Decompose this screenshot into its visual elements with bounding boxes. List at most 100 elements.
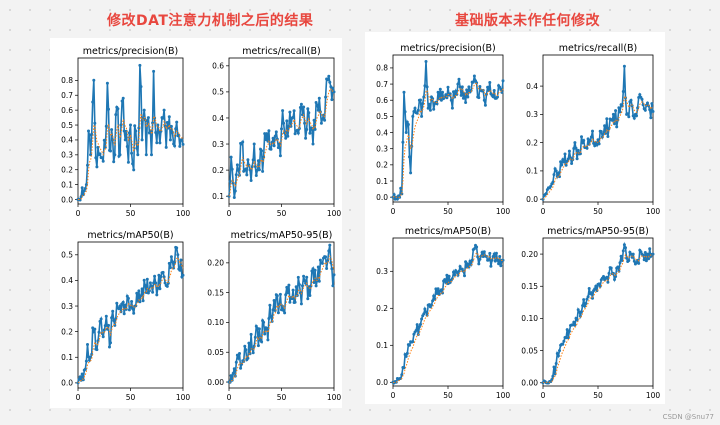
data-point: [544, 192, 548, 195]
data-point: [169, 255, 173, 259]
data-point: [555, 352, 559, 355]
data-point: [648, 247, 652, 251]
data-point: [454, 89, 458, 93]
x-tick-label: 100: [646, 207, 661, 216]
data-point: [482, 98, 486, 102]
data-point: [465, 88, 469, 92]
data-point: [234, 173, 238, 177]
data-point: [92, 78, 96, 82]
data-point: [585, 297, 589, 301]
data-point: [294, 285, 298, 289]
data-point: [315, 103, 319, 107]
data-point: [605, 117, 609, 121]
data-point: [552, 365, 556, 369]
data-point: [574, 146, 578, 150]
data-point: [499, 264, 503, 268]
data-point: [154, 131, 158, 134]
data-point: [316, 108, 320, 112]
data-point: [472, 74, 476, 78]
y-tick-label: 0.3: [212, 140, 224, 149]
data-point: [478, 85, 482, 88]
data-point: [99, 317, 103, 321]
data-point: [632, 116, 636, 120]
data-point: [159, 275, 163, 279]
data-point: [614, 109, 618, 113]
data-point: [648, 108, 652, 112]
data-point: [181, 273, 185, 277]
data-point: [399, 186, 403, 190]
smoothed-line: [392, 82, 504, 199]
data-point: [414, 329, 418, 332]
data-point: [158, 287, 162, 291]
data-point: [556, 171, 560, 175]
y-tick-label: 0.0: [526, 195, 538, 204]
data-point: [123, 138, 127, 142]
x-tick-label: 50: [443, 207, 453, 216]
data-point: [178, 144, 182, 148]
data-point: [94, 156, 98, 160]
data-point: [122, 312, 126, 316]
data-point: [644, 259, 648, 263]
data-point: [619, 254, 623, 258]
data-point: [253, 165, 257, 169]
data-point: [102, 328, 106, 332]
y-tick-label: 0.1: [212, 192, 224, 201]
data-point: [439, 98, 443, 102]
data-point: [302, 105, 306, 109]
data-point: [627, 115, 631, 119]
data-point: [313, 268, 317, 272]
data-point: [316, 265, 320, 269]
data-point: [456, 82, 460, 86]
x-tick-label: 50: [593, 207, 603, 216]
data-point: [597, 282, 601, 286]
data-point: [651, 252, 655, 256]
data-point: [564, 163, 568, 167]
data-point: [299, 102, 303, 106]
data-point: [420, 317, 424, 321]
data-point: [626, 112, 630, 116]
data-point: [411, 340, 415, 344]
data-point: [439, 288, 443, 292]
data-point: [266, 338, 270, 342]
data-point: [565, 159, 569, 163]
data-point: [401, 140, 405, 144]
y-tick-label: 0.1: [61, 353, 73, 362]
y-tick-label: 0.7: [61, 91, 73, 100]
data-point: [236, 356, 240, 360]
data-point: [181, 142, 185, 146]
data-point: [164, 145, 168, 149]
data-point: [562, 339, 566, 343]
data-point: [466, 95, 470, 99]
data-point: [411, 114, 415, 118]
data-point: [286, 291, 290, 295]
data-point: [613, 122, 616, 126]
data-point: [415, 111, 419, 115]
heading-left: 修改DAT注意力机制之后的结果: [107, 13, 314, 29]
data-point: [285, 119, 289, 123]
y-tick-label: 0.00: [207, 378, 224, 387]
data-point: [304, 136, 308, 140]
data-point: [494, 251, 498, 255]
data-point: [303, 121, 307, 125]
data-point: [244, 167, 248, 171]
data-point: [647, 104, 651, 108]
data-point: [131, 307, 135, 311]
data-point: [643, 251, 647, 254]
data-point: [265, 326, 269, 330]
data-point: [251, 351, 255, 355]
data-point: [613, 278, 616, 281]
data-point: [288, 110, 292, 114]
data-point: [104, 314, 108, 318]
data-point: [244, 348, 248, 352]
series-line: [542, 66, 654, 200]
data-point: [107, 107, 110, 111]
data-point: [293, 132, 297, 136]
data-point: [91, 100, 95, 104]
data-point: [566, 336, 570, 340]
data-point: [292, 109, 296, 113]
data-point: [569, 156, 572, 160]
data-point: [464, 101, 468, 104]
y-tick-label: 0.2: [212, 166, 224, 175]
data-point: [109, 149, 112, 153]
data-point: [123, 303, 127, 307]
